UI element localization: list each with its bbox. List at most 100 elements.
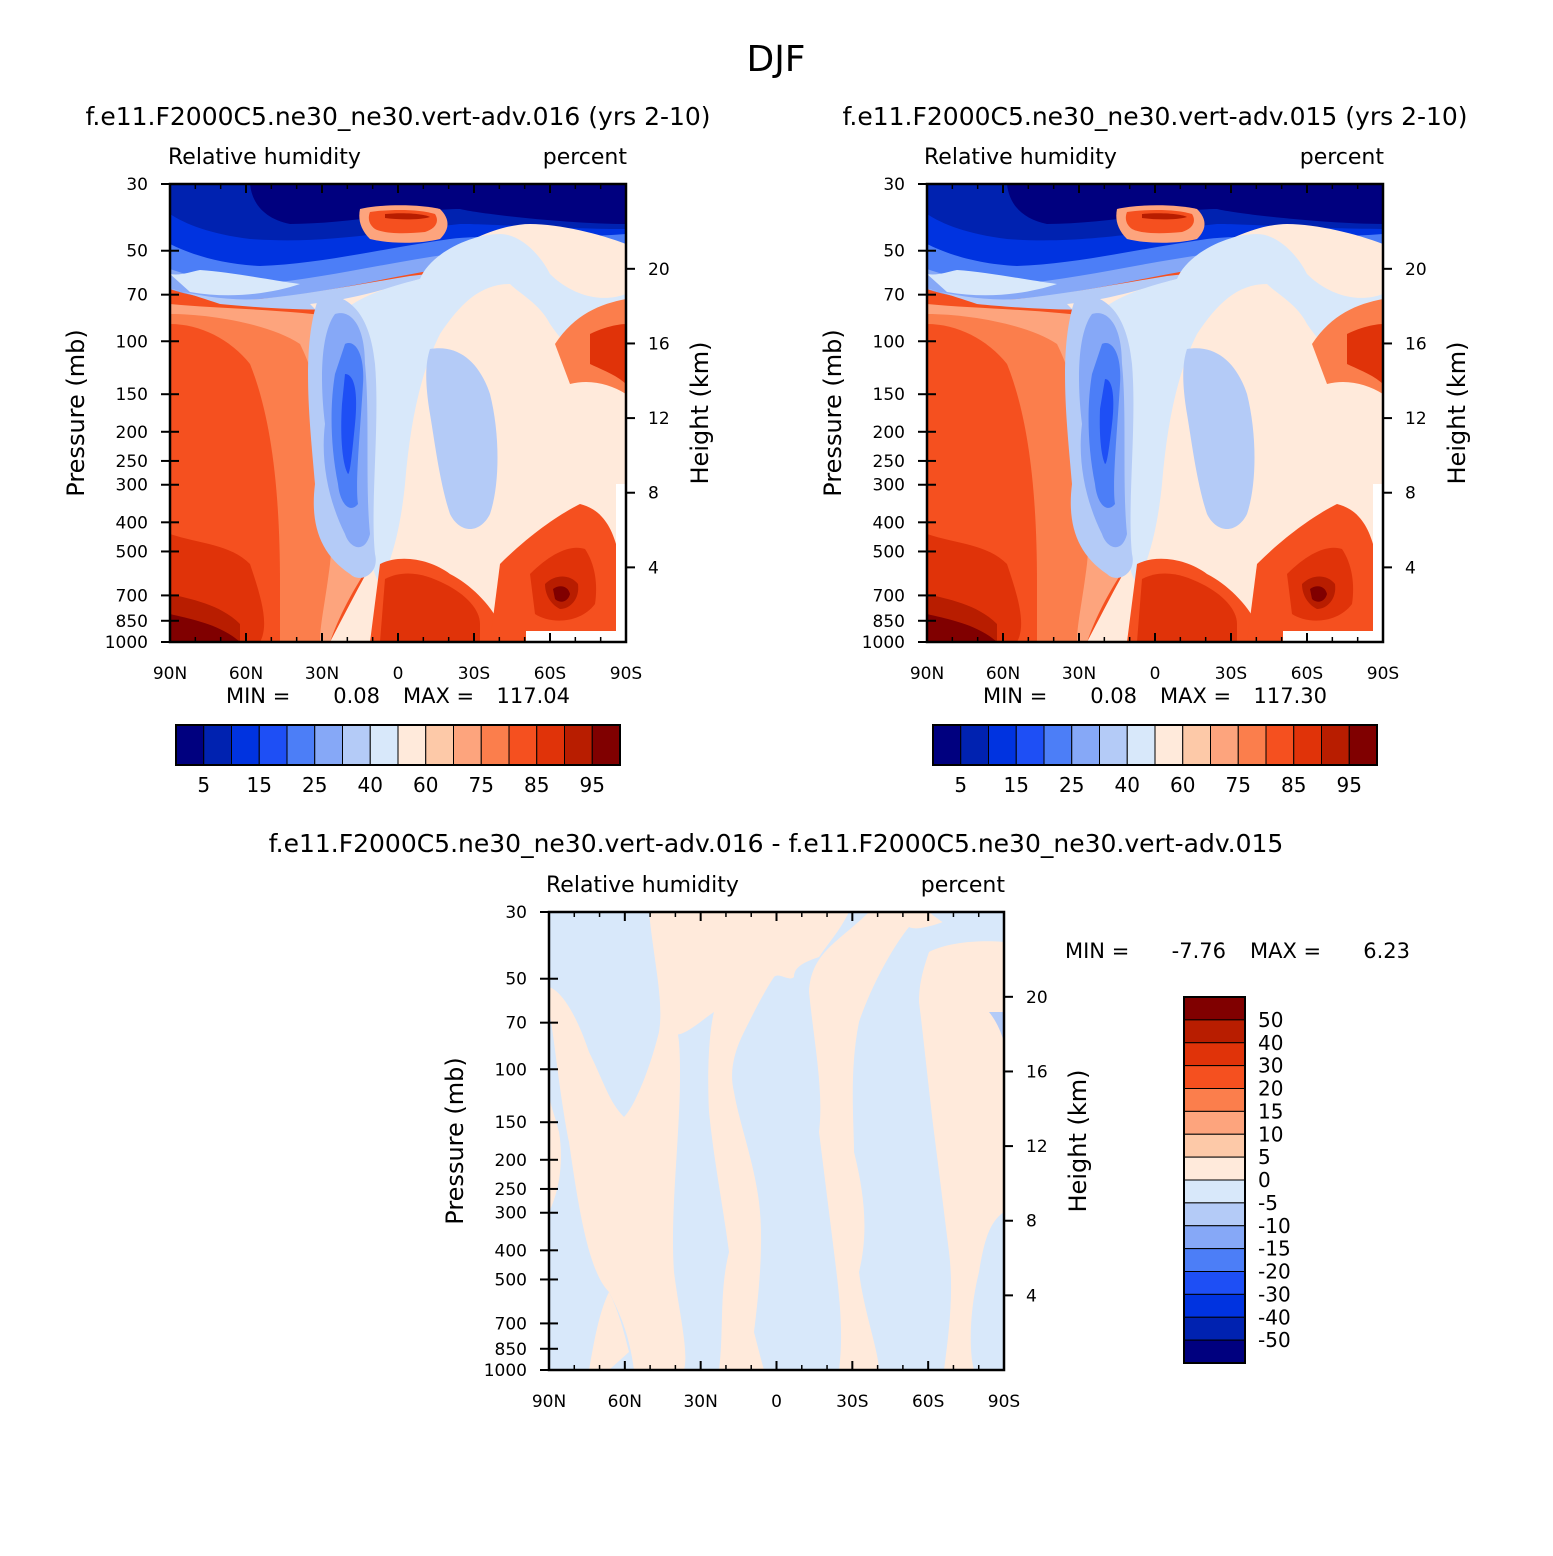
x-tick-label: 30N: [1062, 664, 1096, 684]
colorbar-label: -40: [1258, 1305, 1291, 1329]
y-right-tick-label: 16: [648, 334, 670, 354]
panel3-left-subtitle: Relative humidity: [546, 873, 739, 898]
x-tick-label: 30S: [458, 664, 490, 684]
y-tick-label: 850: [116, 612, 148, 632]
panel2-axes: 90N 60N 30N 0 30S 60S 90S 30 50 70 100 150 200 250 300…: [862, 175, 1427, 684]
x-tick-label: 90N: [153, 664, 187, 684]
colorbar-label: 40: [1115, 773, 1140, 797]
panel2-y-right-axis-label: Height (km): [1443, 342, 1471, 485]
y-tick-label: 1000: [862, 633, 905, 653]
colorbar-label: 5: [954, 773, 967, 797]
y-right-tick-label: 4: [1026, 1286, 1037, 1306]
y-tick-label: 150: [873, 385, 905, 405]
panel2-max-value: 117.30: [1254, 684, 1327, 708]
colorbar-box: [1043, 724, 1073, 766]
colorbar-box: [1265, 724, 1295, 766]
colorbar-label: 40: [1258, 1031, 1283, 1055]
y-right-tick-label: 20: [1026, 988, 1048, 1008]
x-tick-label: 30N: [305, 664, 339, 684]
colorbar-box: [1183, 1271, 1246, 1295]
y-tick-label: 100: [873, 332, 905, 352]
panel3-right-subtitle: percent: [921, 873, 1006, 898]
colorbar-label: -20: [1258, 1260, 1291, 1284]
y-tick-label: 150: [116, 385, 148, 405]
y-tick-label: 50: [126, 242, 148, 262]
colorbar-box: [453, 724, 482, 766]
y-tick-label: 850: [495, 1340, 527, 1360]
colorbar-label: 85: [524, 773, 549, 797]
colorbar-label: 60: [1170, 773, 1195, 797]
y-tick-label: 300: [116, 476, 148, 496]
colorbar-box: [1183, 1110, 1246, 1135]
colorbar-label: 15: [247, 773, 272, 797]
colorbar-box: [1183, 1248, 1246, 1272]
x-tick-label: 0: [771, 1392, 782, 1412]
colorbar-box: [1183, 1088, 1246, 1112]
colorbar-box: [1183, 1225, 1246, 1250]
panel3-max-value: 6.23: [1363, 939, 1410, 963]
colorbar-box: [591, 724, 621, 766]
y-tick-label: 200: [116, 423, 148, 443]
colorbar-box: [369, 724, 399, 766]
y-tick-label: 30: [883, 175, 905, 195]
colorbar-box: [1210, 724, 1239, 766]
y-tick-label: 30: [505, 903, 527, 923]
colorbar-box: [1183, 1293, 1246, 1318]
y-tick-label: 400: [873, 513, 905, 533]
colorbar-label: 40: [358, 773, 383, 797]
x-tick-label: 0: [1150, 664, 1161, 684]
colorbar-box: [1183, 1065, 1246, 1089]
colorbar-box: [564, 724, 593, 766]
colorbar-box: [508, 724, 538, 766]
y-right-tick-label: 12: [1026, 1137, 1048, 1157]
colorbar-box: [1183, 1316, 1246, 1341]
panel1-title: f.e11.F2000C5.ne30_ne30.vert-adv.016 (yr…: [85, 102, 710, 131]
colorbar-label: 60: [413, 773, 438, 797]
colorbar-box: [480, 724, 510, 766]
y-tick-label: 500: [873, 542, 905, 562]
panel1-left-subtitle: Relative humidity: [168, 145, 361, 170]
panel2-max-label: MAX =: [1160, 684, 1231, 708]
colorbar-label: 25: [1059, 773, 1084, 797]
colorbar-box: [231, 724, 260, 766]
y-tick-label: 50: [505, 970, 527, 990]
page-title: DJF: [746, 39, 805, 80]
y-tick-label: 70: [883, 286, 905, 306]
colorbar-box: [1321, 724, 1350, 766]
colorbar-box: [1183, 1019, 1246, 1044]
y-tick-label: 300: [873, 476, 905, 496]
panel2-contour-field: [927, 184, 1383, 642]
y-right-tick-label: 12: [1405, 409, 1427, 429]
colorbar-box: [425, 724, 454, 766]
colorbar-box: [1183, 1042, 1246, 1067]
panel2-colorbar: 5 15 25 40 60 75 85 95: [932, 724, 1378, 797]
y-right-tick-label: 16: [1405, 334, 1427, 354]
panel1-axes: 90N 60N 30N 0 30S 60S 90S 30 50 70 100 150 200 250 300…: [105, 175, 670, 684]
panel1-contour-field: [170, 184, 626, 642]
x-tick-label: 60N: [608, 1392, 642, 1412]
y-right-tick-label: 4: [1405, 558, 1416, 578]
y-tick-label: 1000: [105, 633, 148, 653]
y-tick-label: 1000: [484, 1361, 527, 1381]
y-right-tick-label: 20: [1405, 260, 1427, 280]
colorbar-box: [1183, 1202, 1246, 1227]
colorbar-box: [536, 724, 565, 766]
panel1-colorbar: 5 15 25 40 60 75 85 95: [175, 724, 621, 797]
y-tick-label: 500: [495, 1270, 527, 1290]
panel3-min-value: -7.76: [1172, 939, 1226, 963]
panel1-y-axis-label: Pressure (mb): [62, 329, 90, 496]
panel1-min-label: MIN =: [226, 684, 290, 708]
y-tick-label: 30: [126, 175, 148, 195]
colorbar-frame: [1183, 996, 1246, 1364]
panel3-max-label: MAX =: [1250, 939, 1321, 963]
y-tick-label: 100: [116, 332, 148, 352]
x-tick-label: 30S: [1215, 664, 1247, 684]
y-right-tick-label: 8: [1026, 1212, 1037, 1232]
colorbar-box: [1348, 724, 1378, 766]
colorbar-box: [1071, 724, 1100, 766]
panel3-contour-field: [549, 912, 1004, 1370]
y-right-tick-label: 20: [648, 260, 670, 280]
colorbar-label: -50: [1258, 1328, 1291, 1352]
colorbar-box: [1015, 724, 1045, 766]
